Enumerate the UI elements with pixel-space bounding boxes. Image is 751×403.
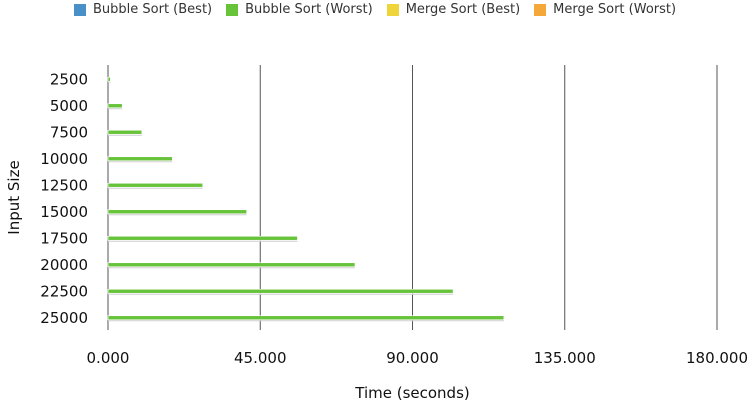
bar <box>107 182 204 188</box>
x-tick-label: 180.000 <box>686 349 748 367</box>
bar <box>107 235 298 241</box>
y-tick-label: 2500 <box>50 70 88 88</box>
legend-label: Bubble Sort (Best) <box>93 2 213 17</box>
x-tick-label: 0.000 <box>87 349 130 367</box>
y-tick-label: 25000 <box>40 309 88 327</box>
bar <box>107 76 111 82</box>
bar <box>107 156 173 162</box>
y-tick-label: 17500 <box>40 229 88 247</box>
x-axis-title: Time (seconds) <box>354 384 470 402</box>
bar <box>107 103 123 109</box>
legend: Bubble Sort (Best) Bubble Sort (Worst) Mer… <box>74 2 676 17</box>
bar <box>107 288 454 294</box>
legend-item: Merge Sort (Worst) <box>534 2 676 17</box>
legend-item: Merge Sort (Best) <box>386 2 521 17</box>
y-tick-label: 22500 <box>40 282 88 300</box>
legend-label: Merge Sort (Worst) <box>553 2 677 17</box>
legend-swatch <box>534 3 547 16</box>
bar <box>107 315 505 321</box>
bar <box>107 262 356 268</box>
y-tick-label: 10000 <box>40 150 88 168</box>
y-tick-label: 5000 <box>50 97 88 115</box>
y-axis-title: Input Size <box>5 160 23 234</box>
x-tick-label: 135.000 <box>534 349 596 367</box>
x-tick-label: 90.000 <box>386 349 439 367</box>
legend-label: Merge Sort (Best) <box>405 2 521 17</box>
y-tick-label: 15000 <box>40 203 88 221</box>
bar <box>107 129 143 135</box>
legend-swatch <box>226 3 239 16</box>
y-tick-label: 12500 <box>40 176 88 194</box>
bar <box>107 209 248 215</box>
legend-item: Bubble Sort (Worst) <box>226 2 373 17</box>
legend-item: Bubble Sort (Best) <box>74 2 212 17</box>
y-tick-label: 20000 <box>40 256 88 274</box>
x-tick-label: 45.000 <box>234 349 287 367</box>
legend-label: Bubble Sort (Worst) <box>245 2 373 17</box>
y-tick-label: 7500 <box>50 123 88 141</box>
legend-swatch <box>386 3 399 16</box>
legend-swatch <box>74 3 86 16</box>
